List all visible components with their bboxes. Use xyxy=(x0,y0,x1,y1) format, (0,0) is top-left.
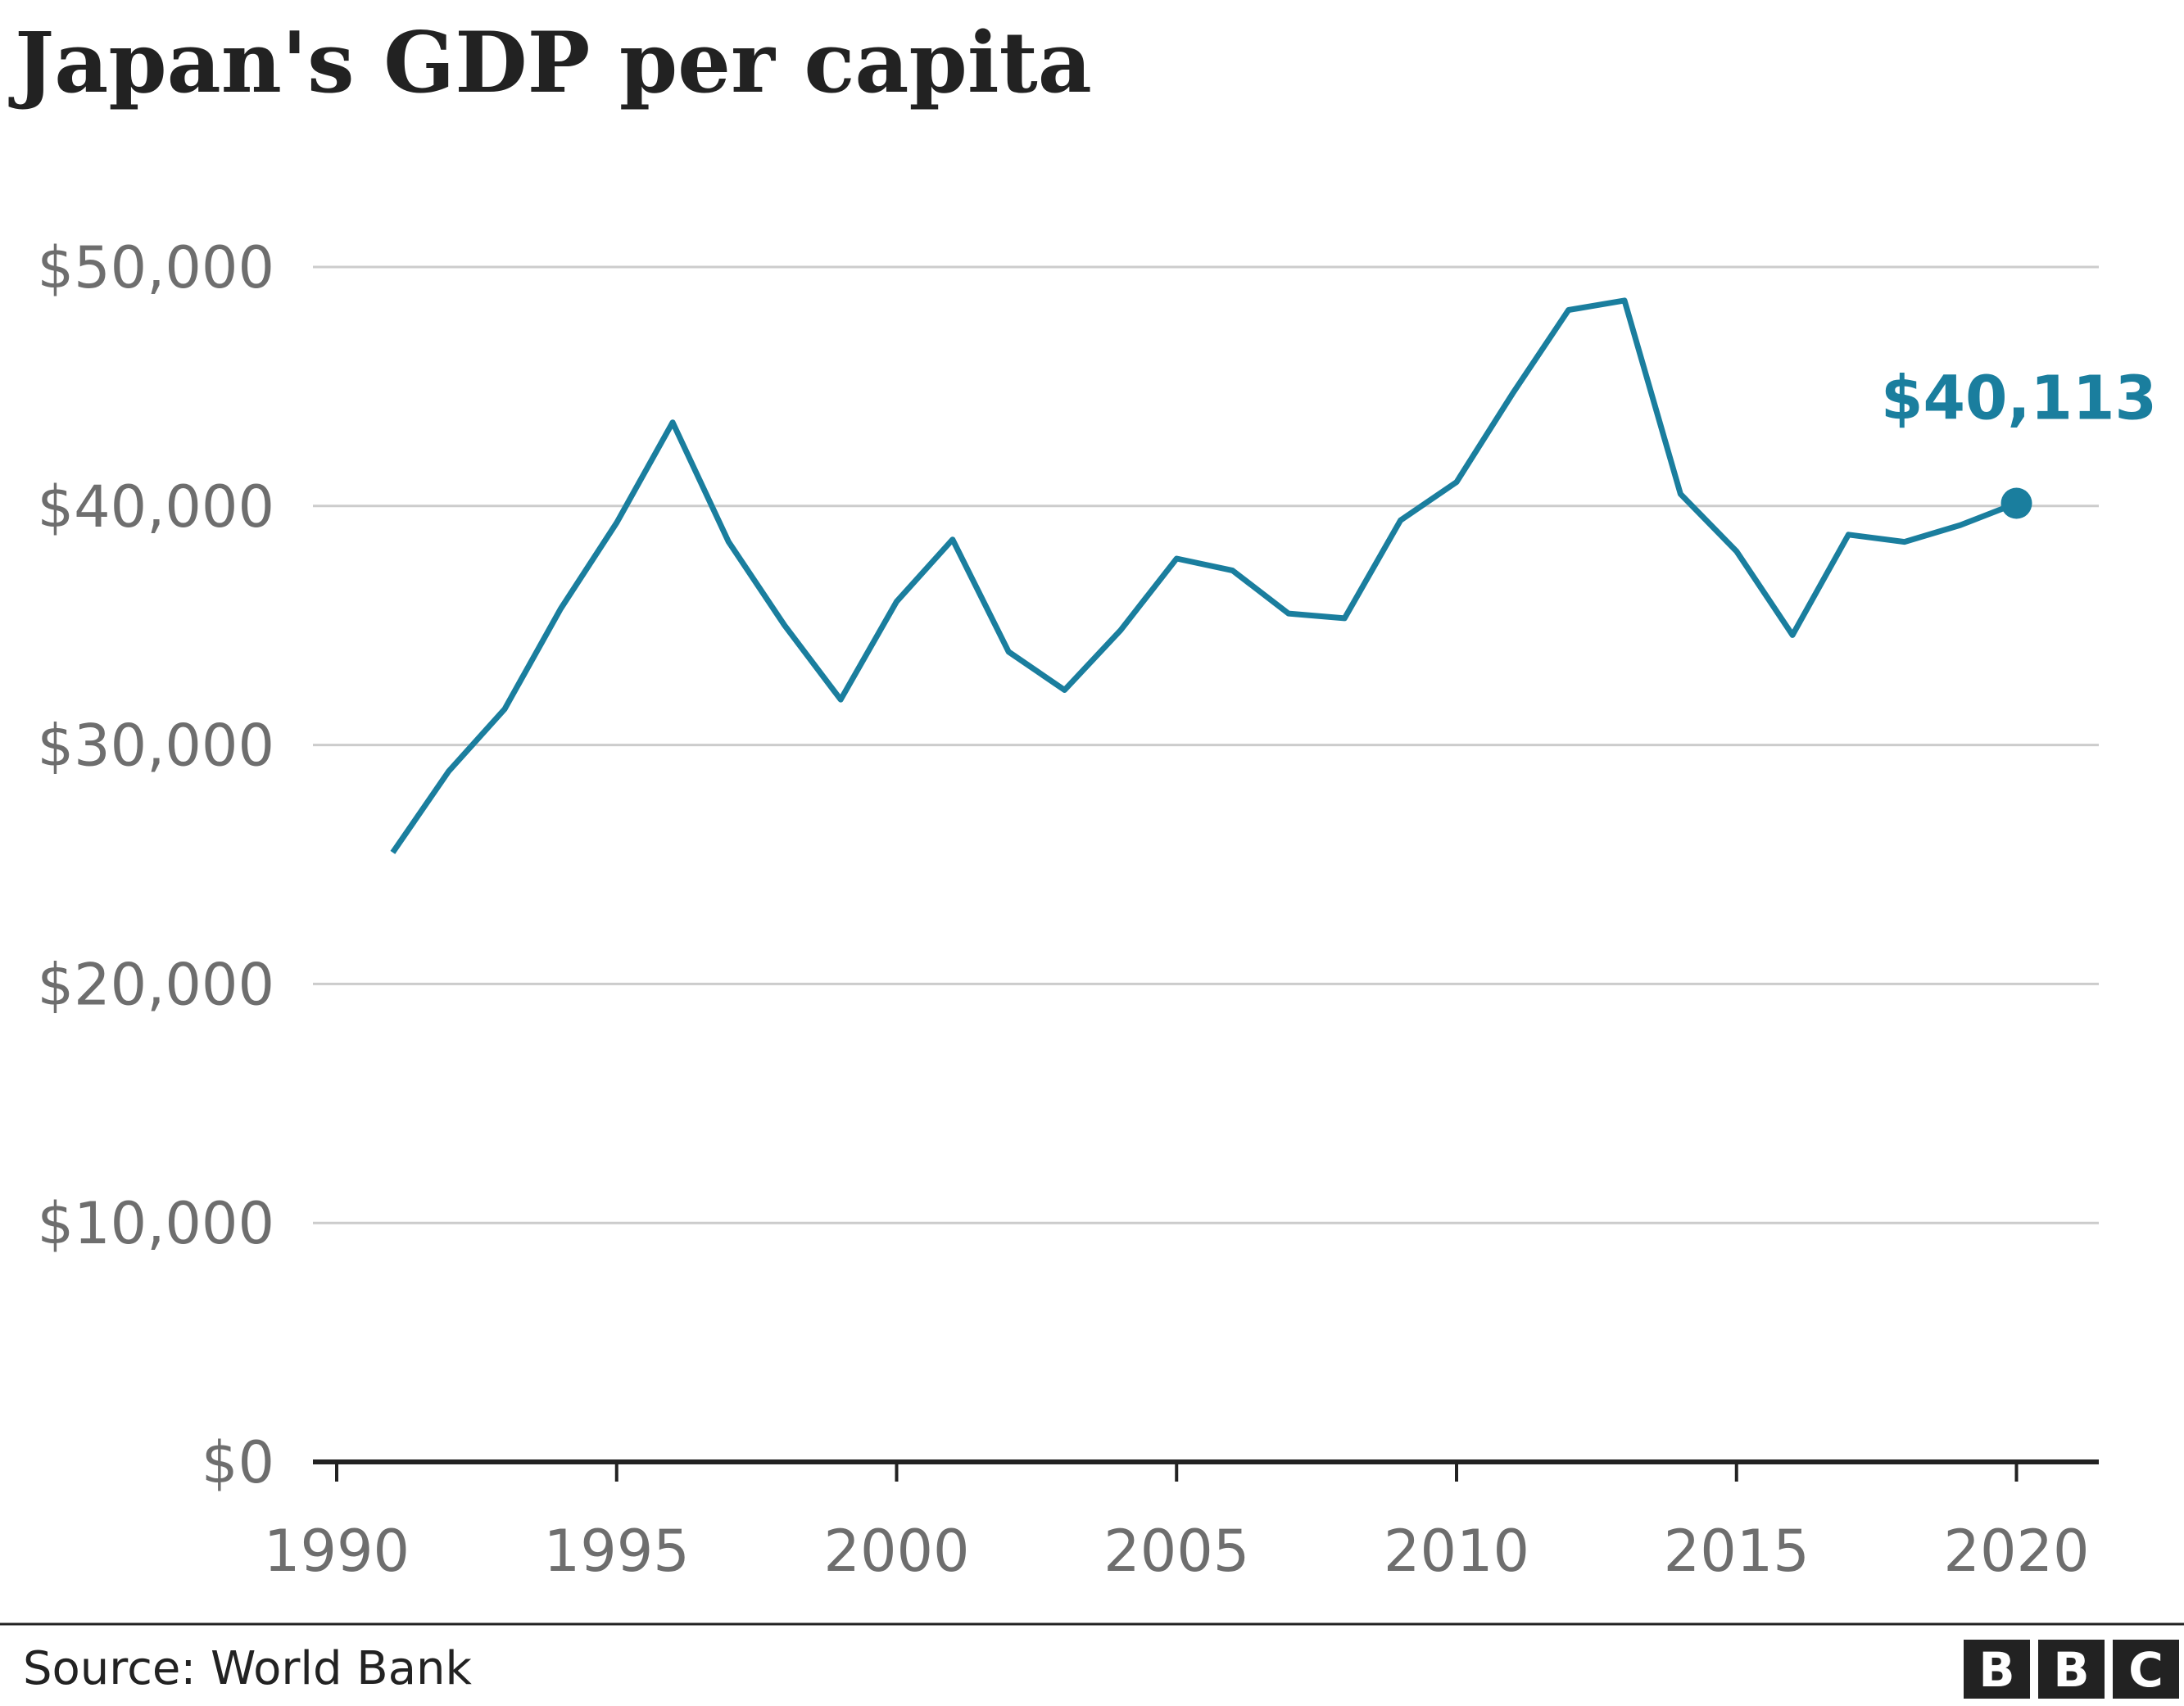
x-tick-label-2010: 2010 xyxy=(1384,1518,1529,1585)
bbc-logo-letter-1: B xyxy=(2053,1642,2089,1698)
y-tick-label-50000: $50,000 xyxy=(38,234,274,301)
y-axis-tick-labels: $0 $10,000 $20,000 $30,000 $40,000 $50,000 xyxy=(38,234,274,1496)
bbc-logo-letter-2: C xyxy=(2128,1642,2164,1698)
y-tick-label-40000: $40,000 xyxy=(38,473,274,541)
end-point-marker xyxy=(2000,487,2032,519)
bbc-logo-block-0 xyxy=(1964,1640,2030,1699)
end-value-label: $40,113 xyxy=(1881,364,2157,434)
bbc-logo-block-1 xyxy=(2038,1640,2105,1699)
x-tick-label-2005: 2005 xyxy=(1103,1518,1249,1585)
x-tick-label-1990: 1990 xyxy=(264,1518,410,1585)
y-tick-label-10000: $10,000 xyxy=(38,1190,274,1257)
y-tick-label-30000: $30,000 xyxy=(38,713,274,780)
bbc-logo-letter-0: B xyxy=(1978,1642,2014,1698)
gridlines xyxy=(313,265,2099,1224)
x-tick-label-1995: 1995 xyxy=(544,1518,690,1585)
y-tick-label-0: $0 xyxy=(202,1429,274,1496)
chart-title: Japan's GDP per capita xyxy=(8,14,1092,112)
y-tick-label-20000: $20,000 xyxy=(38,951,274,1018)
bbc-logo-block-2 xyxy=(2113,1640,2179,1699)
x-tick-label-2020: 2020 xyxy=(1943,1518,2089,1585)
x-tick-label-2000: 2000 xyxy=(823,1518,969,1585)
x-tick-label-2015: 2015 xyxy=(1664,1518,1810,1585)
series-line-gdp-per-capita xyxy=(390,297,2018,854)
x-axis-ticks: 1990 1995 2000 2005 2010 2015 2020 xyxy=(264,1462,2090,1585)
source-note: Source: World Bank xyxy=(23,1642,473,1695)
